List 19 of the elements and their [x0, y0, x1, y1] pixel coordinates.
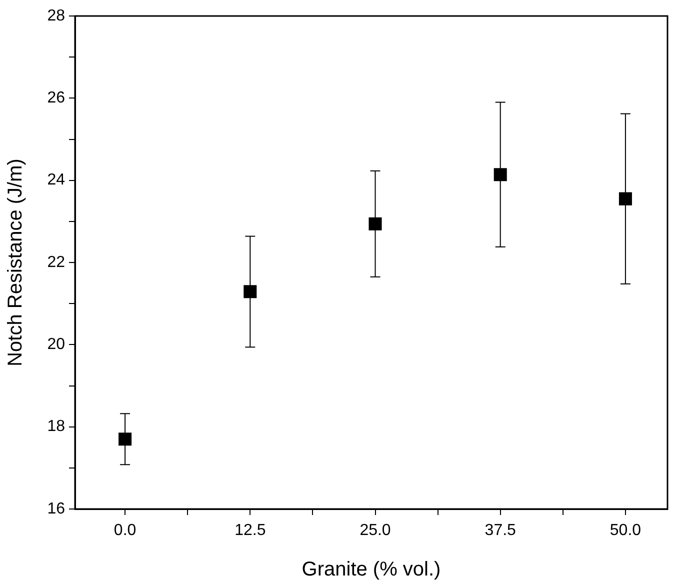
y-tick-label: 26 [47, 90, 66, 107]
y-tick-label: 18 [47, 418, 66, 436]
x-tick-label: 25.0 [360, 522, 391, 540]
y-tick-label: 20 [47, 336, 66, 354]
point [118, 432, 132, 446]
y-tick-label: 28 [47, 7, 66, 24]
y-axis-title: Notch Resistance (J/m) [4, 158, 27, 366]
x-tick-label: 37.5 [484, 522, 516, 540]
y-tick-label: 16 [47, 500, 66, 518]
x-tick-label: 0.0 [114, 522, 136, 540]
x-tick-label: 50.0 [610, 522, 642, 540]
point [494, 168, 507, 182]
y-tick-label: 24 [47, 172, 66, 189]
y-tick-label: 22 [47, 254, 66, 271]
x-axis-title: Granite (% vol.) [302, 558, 441, 581]
x-tick-label: 12.5 [234, 522, 266, 540]
point [368, 217, 382, 230]
point [618, 192, 632, 206]
point [244, 285, 257, 298]
